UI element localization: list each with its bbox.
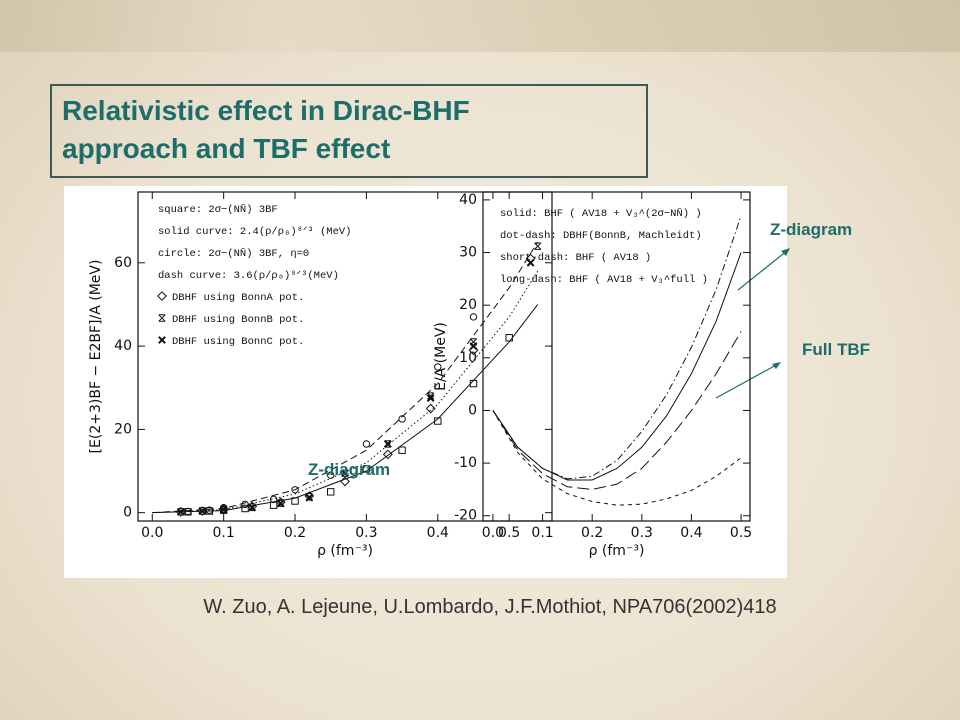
marker <box>434 363 442 371</box>
annotation: Full TBF <box>802 340 870 359</box>
marker <box>248 503 257 512</box>
marker <box>398 446 406 454</box>
marker <box>534 242 542 250</box>
marker <box>305 493 314 502</box>
y-tick-label: -20 <box>454 508 477 524</box>
marker <box>276 499 285 508</box>
x-tick-label: 0.5 <box>498 525 520 541</box>
marker <box>426 394 435 403</box>
plot-frame <box>137 191 553 522</box>
y-tick-label: 0 <box>468 402 477 418</box>
marker <box>398 415 406 423</box>
x-tick-label: 0.1 <box>531 525 553 541</box>
marker <box>383 440 392 448</box>
y-tick-label: 30 <box>459 245 477 261</box>
legend-marker <box>158 336 166 344</box>
figure-panel <box>64 186 787 578</box>
curve <box>492 331 742 490</box>
annotation: Z-diagram <box>308 460 391 479</box>
x-axis-label: ρ (fm⁻³) <box>317 543 373 559</box>
x-tick-label: 0.4 <box>427 525 449 541</box>
marker <box>198 507 207 515</box>
x-tick-label: 0.2 <box>581 525 603 541</box>
y-axis-label: E/A (MeV) <box>433 322 449 391</box>
legend-label: DBHF using BonnB pot. <box>172 314 304 326</box>
marker <box>291 486 299 494</box>
decor-band <box>0 0 960 52</box>
curve <box>492 215 742 480</box>
x-tick-label: 0.0 <box>141 525 163 541</box>
legend-label: DBHF using BonnA pot. <box>172 292 304 304</box>
arrow <box>715 363 779 399</box>
marker <box>327 471 335 479</box>
y-axis-label: [E(2+3)BF − E2BF]/A (MeV) <box>88 260 104 454</box>
x-tick-label: 0.5 <box>730 525 752 541</box>
legend-label: dot-dash: DBHF(BonnB, Machleidt) <box>500 230 702 242</box>
legend-label: DBHF using BonnC pot. <box>172 336 304 348</box>
y-tick-label: 60 <box>114 255 132 271</box>
marker <box>469 342 478 350</box>
legend-marker <box>157 291 167 301</box>
legend-label: solid: BHF ( AV18 + V₃^(2σ−NN̄) ) <box>500 207 702 220</box>
slide-title: Relativistic effect in Dirac-BHF approac… <box>50 84 648 178</box>
title-line: Relativistic effect in Dirac-BHF <box>62 95 470 126</box>
y-tick-label: 40 <box>114 338 132 354</box>
citation: W. Zuo, A. Lejeune, U.Lombardo, J.F.Moth… <box>203 596 777 618</box>
marker <box>526 258 535 267</box>
marker <box>340 476 350 487</box>
legend-label: solid curve: 2.4(ρ/ρ₀)⁸ᐟ³ (MeV) <box>158 226 351 238</box>
legend-label: circle: 2σ−(NN̄) 3BF, η=0 <box>158 247 309 260</box>
marker <box>327 488 335 496</box>
y-tick-label: 40 <box>459 192 477 208</box>
y-tick-label: 0 <box>123 505 132 521</box>
marker <box>382 449 393 460</box>
marker <box>362 440 371 448</box>
y-tick-label: -10 <box>454 455 477 471</box>
annotation: Z-diagram <box>770 220 853 239</box>
y-tick-label: 20 <box>114 421 132 437</box>
marker <box>269 495 278 504</box>
plot-frame <box>482 191 751 522</box>
curve <box>492 410 742 506</box>
marker <box>219 505 228 514</box>
x-tick-label: 0.3 <box>631 525 653 541</box>
x-tick-label: 0.0 <box>482 525 504 541</box>
x-axis-label: ρ (fm⁻³) <box>589 543 645 559</box>
x-tick-label: 0.1 <box>213 525 235 541</box>
arrow-head <box>772 362 781 369</box>
marker <box>425 403 436 414</box>
legend-marker <box>158 314 166 322</box>
title-line: approach and TBF effect <box>62 133 391 164</box>
legend-label: dash curve: 3.6(ρ/ρ₀)⁸ᐟ³(MeV) <box>158 270 339 282</box>
curve <box>492 252 742 481</box>
x-tick-label: 0.4 <box>680 525 702 541</box>
marker <box>469 313 478 321</box>
x-tick-label: 0.3 <box>355 525 377 541</box>
marker <box>469 338 478 346</box>
arrow <box>737 249 789 291</box>
y-tick-label: 20 <box>459 297 477 313</box>
legend-label: square: 2σ−(NN̄) 3BF <box>158 203 278 216</box>
x-tick-label: 0.2 <box>284 525 306 541</box>
legend-label: long-dash: BHF ( AV18 + V₃^full ) <box>500 274 708 286</box>
legend-label: short-dash: BHF ( AV18 ) <box>500 252 651 264</box>
marker <box>427 392 435 400</box>
y-tick-label: 10 <box>459 350 477 366</box>
arrow-head <box>781 248 790 256</box>
